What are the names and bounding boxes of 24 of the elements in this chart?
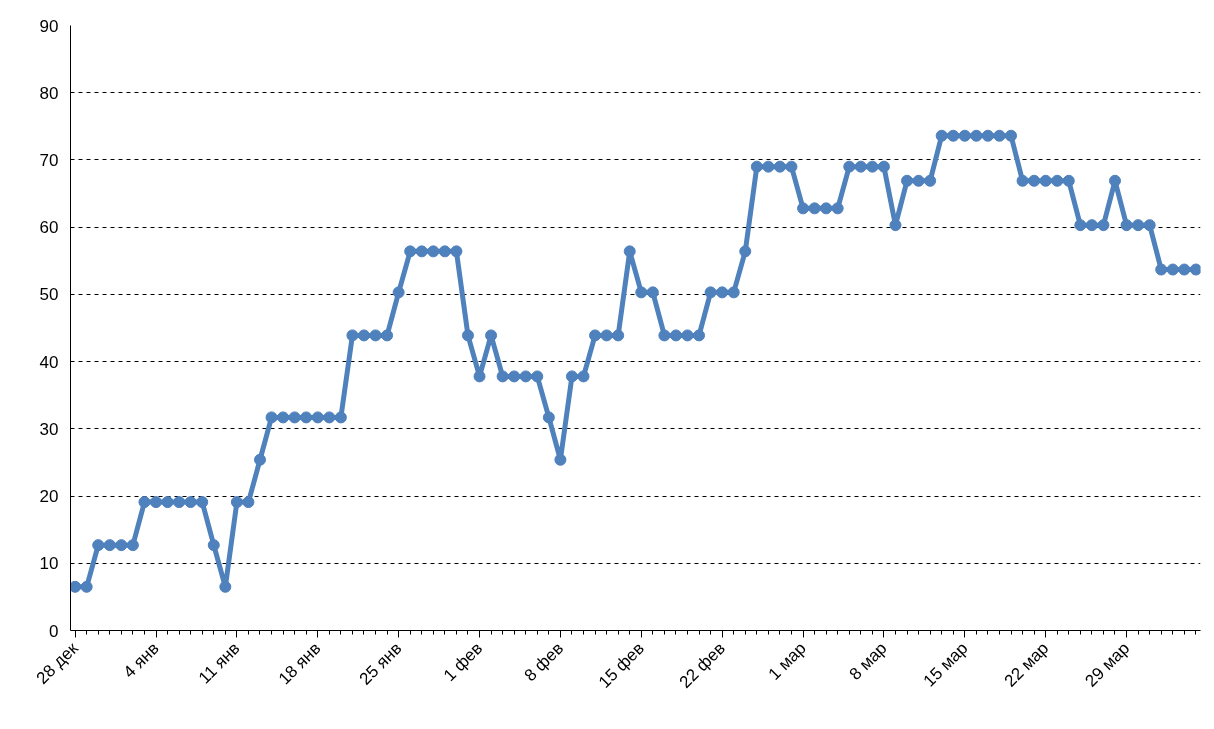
y-tick-label: 90 <box>39 16 59 36</box>
y-tick-label: 40 <box>39 352 59 372</box>
x-tick-label: 11 янв <box>194 638 244 688</box>
x-tick-label: 25 янв <box>355 638 406 689</box>
y-tick-label: 0 <box>49 621 59 641</box>
y-tick-label: 10 <box>39 554 59 574</box>
x-tick-label: 29 мар <box>1081 638 1134 691</box>
y-tick-label: 50 <box>39 285 59 305</box>
y-tick-label: 30 <box>39 419 59 439</box>
x-tick-label: 8 мар <box>845 638 891 684</box>
x-tick-label: 8 фев <box>520 638 568 686</box>
x-tick-label: 22 мар <box>1000 638 1053 691</box>
x-tick-label: 18 янв <box>274 638 325 689</box>
x-tick-label: 1 фев <box>439 638 487 686</box>
y-tick-label: 70 <box>39 150 59 170</box>
x-tick-label: 15 мар <box>919 638 972 691</box>
x-tick-label: 15 фев <box>594 638 648 692</box>
x-tick-label: 4 янв <box>119 638 163 682</box>
x-tick-label: 28 дек <box>32 638 83 688</box>
y-tick-label: 20 <box>39 487 59 507</box>
y-tick-label: 60 <box>39 218 59 238</box>
y-tick-label: 80 <box>39 83 59 103</box>
x-tick-label: 22 фев <box>675 638 729 692</box>
x-tick-label: 1 мар <box>764 638 810 684</box>
